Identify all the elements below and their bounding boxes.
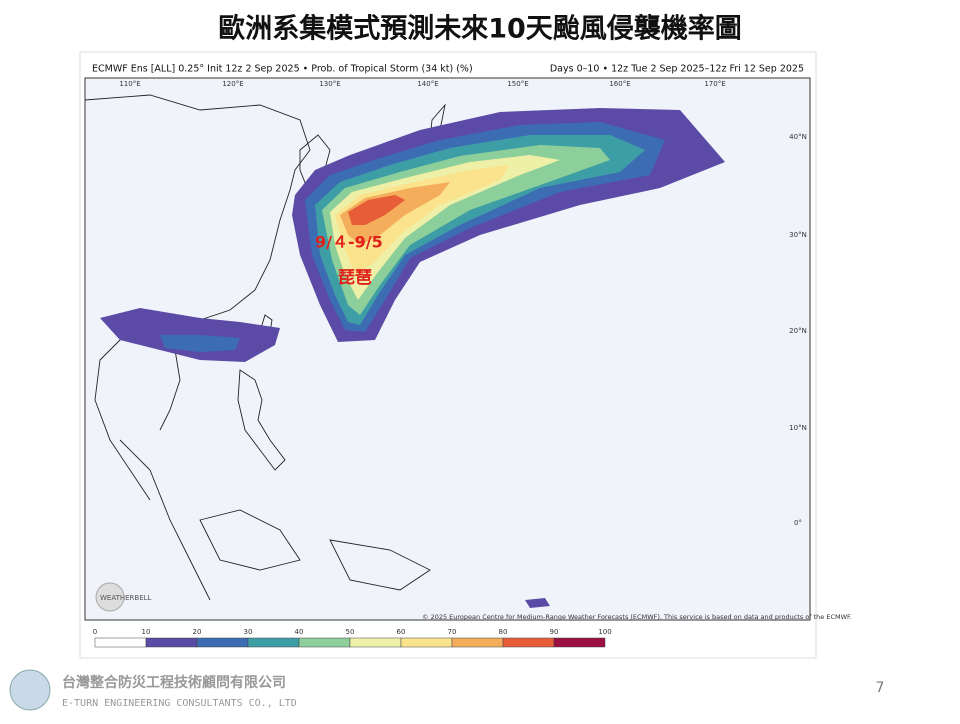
- colorbar-swatch: [349, 637, 402, 648]
- lon-label: 160°E: [609, 80, 630, 88]
- swath-layer: [348, 195, 405, 225]
- colorbar-swatch: [196, 637, 249, 648]
- lat-label: 30°N: [789, 231, 807, 239]
- annotation-date: 9/４-9/5: [315, 233, 383, 252]
- colorbar-swatch: [298, 637, 351, 648]
- colorbar-swatch: [145, 637, 198, 648]
- swath-layer: [525, 598, 550, 608]
- lat-label: 0°: [794, 519, 802, 527]
- colorbar-tick-label: 20: [193, 628, 202, 636]
- logo-icon: [95, 582, 125, 612]
- lon-label: 150°E: [507, 80, 528, 88]
- colorbar-tick-label: 40: [295, 628, 304, 636]
- lon-label: 130°E: [319, 80, 340, 88]
- company-name: 台灣整合防災工程技術顧問有限公司: [62, 674, 286, 691]
- probability-swath: [100, 108, 725, 608]
- colorbar-tick-label: 50: [346, 628, 355, 636]
- lat-label: 10°N: [789, 424, 807, 432]
- copyright: © 2025 European Centre for Medium-Range …: [422, 613, 852, 621]
- colorbar-tick-label: 70: [448, 628, 457, 636]
- lon-label: 170°E: [704, 80, 725, 88]
- map-header-right: Days 0–10 • 12z Tue 2 Sep 2025–12z Fri 1…: [550, 64, 804, 75]
- lat-label: 40°N: [789, 133, 807, 141]
- colorbar-swatch: [553, 637, 606, 648]
- slide-title: 歐洲系集模式預測未來10天颱風侵襲機率圖: [218, 13, 742, 45]
- colorbar-tick-label: 60: [397, 628, 406, 636]
- page-number: 7: [876, 680, 885, 696]
- colorbar-tick-label: 80: [499, 628, 508, 636]
- colorbar-swatch: [94, 637, 147, 648]
- company-logo: [9, 669, 51, 711]
- annotation-name: 琵琶: [338, 268, 372, 288]
- colorbar-swatch: [400, 637, 453, 648]
- colorbar-tick-label: 10: [142, 628, 151, 636]
- colorbar-swatch: [502, 637, 555, 648]
- colorbar-tick-label: 0: [93, 628, 97, 636]
- lon-label: 120°E: [222, 80, 243, 88]
- swath-layer: [340, 182, 450, 245]
- colorbar-tick-label: 90: [550, 628, 559, 636]
- graticule-labels: 110°E 120°E 130°E 140°E 150°E 160°E 170°E 40°N 3…: [119, 80, 806, 527]
- company-name-en: E-TURN ENGINEERING CONSULTANTS CO., LTD: [62, 698, 297, 709]
- colorbar-swatch: [451, 637, 504, 648]
- lon-label: 110°E: [119, 80, 140, 88]
- colorbar-swatch: [247, 637, 300, 648]
- lon-label: 140°E: [417, 80, 438, 88]
- colorbar: 0 10 20 30 40 50 60 70 80 90 100: [93, 628, 612, 648]
- logo-text: WEATHERBELL: [100, 594, 152, 602]
- lat-label: 20°N: [789, 327, 807, 335]
- colorbar-tick-label: 30: [244, 628, 253, 636]
- colorbar-tick-label: 100: [598, 628, 611, 636]
- swath-layer: [160, 335, 240, 352]
- swath-layer: [335, 165, 510, 275]
- map-header-left: ECMWF Ens [ALL] 0.25° Init 12z 2 Sep 202…: [92, 64, 473, 75]
